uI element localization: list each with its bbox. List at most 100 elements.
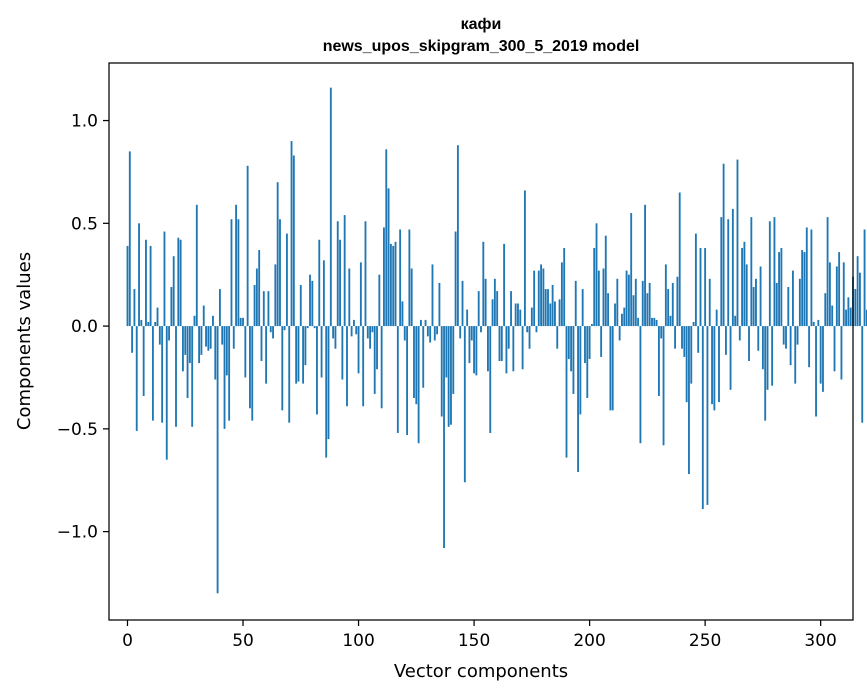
bar-component-256 — [718, 326, 720, 403]
bar-component-95 — [346, 326, 348, 407]
bar-component-304 — [828, 262, 831, 327]
bar-component-175 — [530, 307, 533, 327]
bar-component-66 — [279, 219, 281, 327]
bar-component-254 — [713, 326, 716, 411]
bar-component-261 — [729, 326, 732, 390]
bar-component-264 — [736, 159, 739, 327]
bar-component-134 — [436, 326, 439, 335]
bar-component-83 — [318, 239, 321, 327]
bar-component-263 — [734, 315, 737, 327]
bar-component-76 — [302, 326, 305, 384]
bar-component-67 — [281, 326, 284, 411]
bar-component-131 — [429, 326, 432, 343]
bar-component-16 — [163, 231, 166, 327]
bar-component-96 — [348, 268, 351, 327]
bar-component-107 — [373, 326, 376, 394]
bar-component-188 — [560, 262, 563, 327]
bar-component-30 — [195, 204, 198, 327]
bar-component-23 — [179, 239, 182, 327]
bar-component-177 — [535, 326, 538, 333]
x-tick-label: 50 — [232, 631, 254, 651]
bar-component-0 — [126, 245, 129, 327]
bar-component-248 — [699, 247, 702, 327]
bar-component-3 — [133, 289, 136, 327]
bar-component-145 — [461, 280, 464, 327]
bar-component-278 — [768, 221, 771, 327]
bar-component-144 — [459, 326, 462, 339]
bar-component-103 — [364, 221, 367, 327]
bar-component-180 — [542, 268, 545, 327]
bar-component-317 — [859, 272, 861, 327]
bar-component-166 — [510, 291, 512, 327]
bar-component-141 — [452, 326, 455, 394]
bar-component-274 — [759, 266, 762, 327]
bar-component-310 — [842, 262, 845, 327]
bar-component-80 — [311, 280, 314, 327]
bar-component-87 — [327, 326, 330, 440]
bar-component-118 — [399, 229, 402, 327]
bar-component-198 — [584, 326, 586, 364]
bar-component-316 — [856, 256, 859, 327]
bar-component-94 — [343, 215, 346, 327]
bar-component-101 — [359, 262, 362, 327]
x-tick-label: 0 — [122, 631, 133, 651]
bar-component-299 — [817, 319, 820, 327]
plot-frame — [108, 62, 854, 621]
bar-component-133 — [433, 326, 436, 341]
bar-component-307 — [835, 266, 838, 327]
bar-component-12 — [154, 321, 157, 327]
bar-component-236 — [671, 282, 674, 327]
bar-component-293 — [803, 252, 806, 327]
bar-component-283 — [780, 247, 783, 327]
bar-component-277 — [766, 326, 769, 390]
bar-component-312 — [847, 297, 850, 327]
bar-component-284 — [782, 326, 785, 345]
bar-component-211 — [614, 303, 616, 327]
bar-component-205 — [600, 326, 603, 357]
bar-component-32 — [200, 326, 203, 355]
bar-component-231 — [660, 326, 663, 339]
bar-component-294 — [805, 227, 808, 327]
y-tick-label: 1.0 — [71, 112, 98, 132]
bar-component-185 — [554, 301, 556, 327]
bar-component-58 — [260, 326, 263, 362]
bar-component-117 — [396, 326, 399, 433]
bar-component-241 — [683, 326, 686, 357]
bar-component-226 — [648, 282, 651, 327]
bar-component-194 — [574, 280, 577, 327]
bar-component-207 — [604, 235, 607, 327]
bar-component-155 — [484, 278, 487, 327]
bar-component-38 — [214, 326, 217, 380]
bar-component-252 — [708, 278, 711, 327]
bar-component-186 — [556, 326, 559, 349]
x-axis-label: Vector components — [394, 661, 568, 682]
bar-component-287 — [789, 326, 792, 366]
bar-component-59 — [262, 291, 265, 327]
bar-component-217 — [627, 274, 630, 327]
bar-component-64 — [274, 264, 277, 327]
bar-component-55 — [253, 284, 256, 327]
x-axis-ticks: 0 50 100 150 200 250 300 — [122, 620, 837, 651]
bar-component-135 — [438, 282, 441, 327]
bar-component-269 — [748, 326, 750, 362]
bar-component-7 — [142, 326, 145, 396]
bar-component-100 — [357, 326, 360, 374]
bar-component-244 — [690, 326, 693, 384]
bar-component-306 — [833, 326, 836, 372]
bar-component-171 — [521, 326, 524, 370]
bar-component-286 — [787, 287, 790, 327]
bar-component-27 — [188, 326, 191, 364]
bar-component-239 — [678, 192, 681, 327]
bar-component-8 — [145, 239, 147, 327]
bar-component-282 — [778, 252, 780, 327]
bar-component-84 — [320, 326, 323, 378]
bar-component-232 — [662, 326, 665, 446]
bar-component-228 — [653, 317, 656, 327]
bar-component-195 — [577, 326, 579, 473]
bar-component-246 — [694, 233, 697, 327]
bar-component-213 — [618, 326, 621, 341]
bar-component-187 — [558, 299, 561, 327]
bar-component-88 — [329, 87, 332, 327]
